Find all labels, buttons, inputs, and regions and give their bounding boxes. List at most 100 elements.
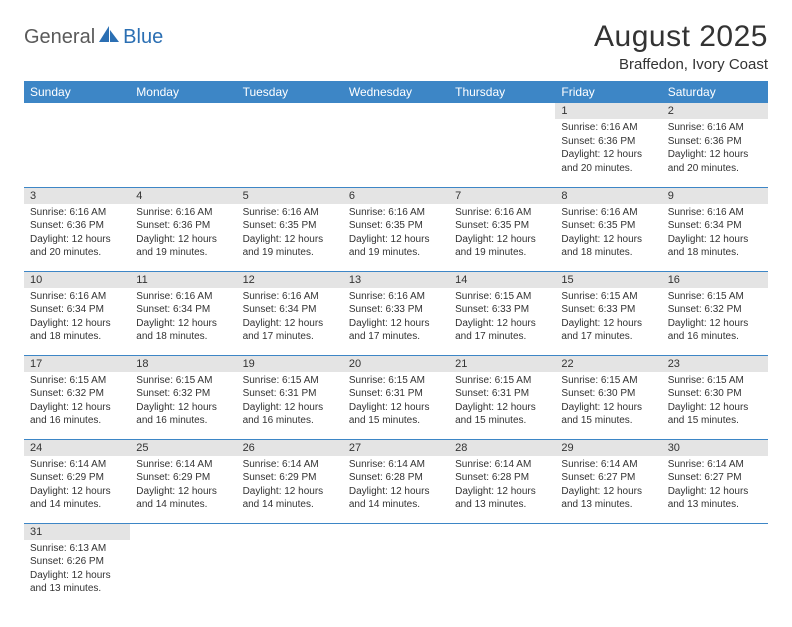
calendar-cell: 4Sunrise: 6:16 AMSunset: 6:36 PMDaylight…: [130, 187, 236, 271]
daylight-line: Daylight: 12 hours and 20 minutes.: [561, 148, 655, 175]
sunset-line: Sunset: 6:31 PM: [455, 387, 549, 401]
title-block: August 2025 Braffedon, Ivory Coast: [594, 20, 768, 73]
calendar-cell: 10Sunrise: 6:16 AMSunset: 6:34 PMDayligh…: [24, 271, 130, 355]
day-details: Sunrise: 6:14 AMSunset: 6:28 PMDaylight:…: [449, 456, 555, 516]
calendar-cell: [237, 103, 343, 187]
calendar-cell: 24Sunrise: 6:14 AMSunset: 6:29 PMDayligh…: [24, 439, 130, 523]
daylight-line: Daylight: 12 hours and 16 minutes.: [136, 401, 230, 428]
sunset-line: Sunset: 6:27 PM: [561, 471, 655, 485]
sunrise-line: Sunrise: 6:15 AM: [30, 374, 124, 388]
calendar-cell: 26Sunrise: 6:14 AMSunset: 6:29 PMDayligh…: [237, 439, 343, 523]
day-details: Sunrise: 6:15 AMSunset: 6:32 PMDaylight:…: [662, 288, 768, 348]
weekday-header: Tuesday: [237, 81, 343, 103]
calendar-cell: [449, 103, 555, 187]
calendar-cell: 5Sunrise: 6:16 AMSunset: 6:35 PMDaylight…: [237, 187, 343, 271]
day-number: 9: [662, 188, 768, 204]
day-number: 27: [343, 440, 449, 456]
daylight-line: Daylight: 12 hours and 14 minutes.: [349, 485, 443, 512]
day-details: Sunrise: 6:15 AMSunset: 6:31 PMDaylight:…: [449, 372, 555, 432]
sunrise-line: Sunrise: 6:16 AM: [349, 290, 443, 304]
day-details: Sunrise: 6:16 AMSunset: 6:35 PMDaylight:…: [343, 204, 449, 264]
sunset-line: Sunset: 6:29 PM: [136, 471, 230, 485]
day-details: Sunrise: 6:13 AMSunset: 6:26 PMDaylight:…: [24, 540, 130, 600]
day-number: 3: [24, 188, 130, 204]
sunrise-line: Sunrise: 6:15 AM: [349, 374, 443, 388]
calendar-cell: 3Sunrise: 6:16 AMSunset: 6:36 PMDaylight…: [24, 187, 130, 271]
day-details: Sunrise: 6:15 AMSunset: 6:30 PMDaylight:…: [662, 372, 768, 432]
sunrise-line: Sunrise: 6:15 AM: [243, 374, 337, 388]
day-number: 17: [24, 356, 130, 372]
sunrise-line: Sunrise: 6:16 AM: [30, 290, 124, 304]
sunrise-line: Sunrise: 6:15 AM: [455, 290, 549, 304]
day-details: Sunrise: 6:16 AMSunset: 6:34 PMDaylight:…: [662, 204, 768, 264]
day-number: 2: [662, 103, 768, 119]
calendar-cell: [343, 103, 449, 187]
calendar-cell: 13Sunrise: 6:16 AMSunset: 6:33 PMDayligh…: [343, 271, 449, 355]
sunset-line: Sunset: 6:35 PM: [561, 219, 655, 233]
daylight-line: Daylight: 12 hours and 14 minutes.: [243, 485, 337, 512]
calendar-cell: 11Sunrise: 6:16 AMSunset: 6:34 PMDayligh…: [130, 271, 236, 355]
sunrise-line: Sunrise: 6:16 AM: [561, 121, 655, 135]
calendar-cell: 16Sunrise: 6:15 AMSunset: 6:32 PMDayligh…: [662, 271, 768, 355]
sunrise-line: Sunrise: 6:14 AM: [243, 458, 337, 472]
day-details: Sunrise: 6:15 AMSunset: 6:33 PMDaylight:…: [449, 288, 555, 348]
calendar-cell: 19Sunrise: 6:15 AMSunset: 6:31 PMDayligh…: [237, 355, 343, 439]
calendar-cell: [662, 523, 768, 607]
day-number: 16: [662, 272, 768, 288]
sunrise-line: Sunrise: 6:16 AM: [243, 206, 337, 220]
sunset-line: Sunset: 6:33 PM: [561, 303, 655, 317]
calendar-week-row: 10Sunrise: 6:16 AMSunset: 6:34 PMDayligh…: [24, 271, 768, 355]
calendar-cell: 17Sunrise: 6:15 AMSunset: 6:32 PMDayligh…: [24, 355, 130, 439]
day-number: 12: [237, 272, 343, 288]
sunset-line: Sunset: 6:36 PM: [668, 135, 762, 149]
daylight-line: Daylight: 12 hours and 15 minutes.: [668, 401, 762, 428]
daylight-line: Daylight: 12 hours and 18 minutes.: [668, 233, 762, 260]
day-number: 11: [130, 272, 236, 288]
sunrise-line: Sunrise: 6:15 AM: [561, 290, 655, 304]
daylight-line: Daylight: 12 hours and 17 minutes.: [561, 317, 655, 344]
sunset-line: Sunset: 6:32 PM: [30, 387, 124, 401]
sunrise-line: Sunrise: 6:15 AM: [668, 374, 762, 388]
sunset-line: Sunset: 6:28 PM: [349, 471, 443, 485]
sunset-line: Sunset: 6:26 PM: [30, 555, 124, 569]
sunset-line: Sunset: 6:29 PM: [30, 471, 124, 485]
day-details: Sunrise: 6:14 AMSunset: 6:27 PMDaylight:…: [555, 456, 661, 516]
day-details: Sunrise: 6:16 AMSunset: 6:34 PMDaylight:…: [130, 288, 236, 348]
sunset-line: Sunset: 6:30 PM: [668, 387, 762, 401]
daylight-line: Daylight: 12 hours and 14 minutes.: [30, 485, 124, 512]
month-title: August 2025: [594, 20, 768, 54]
sunset-line: Sunset: 6:29 PM: [243, 471, 337, 485]
calendar-cell: 25Sunrise: 6:14 AMSunset: 6:29 PMDayligh…: [130, 439, 236, 523]
sunrise-line: Sunrise: 6:13 AM: [30, 542, 124, 556]
sunrise-line: Sunrise: 6:16 AM: [136, 206, 230, 220]
weekday-header: Sunday: [24, 81, 130, 103]
day-number: 10: [24, 272, 130, 288]
weekday-header-row: Sunday Monday Tuesday Wednesday Thursday…: [24, 81, 768, 103]
day-number: 14: [449, 272, 555, 288]
logo-text-blue: Blue: [123, 26, 163, 49]
calendar-cell: 9Sunrise: 6:16 AMSunset: 6:34 PMDaylight…: [662, 187, 768, 271]
calendar-cell: 27Sunrise: 6:14 AMSunset: 6:28 PMDayligh…: [343, 439, 449, 523]
day-details: Sunrise: 6:16 AMSunset: 6:34 PMDaylight:…: [24, 288, 130, 348]
sunset-line: Sunset: 6:35 PM: [455, 219, 549, 233]
sunrise-line: Sunrise: 6:15 AM: [561, 374, 655, 388]
daylight-line: Daylight: 12 hours and 13 minutes.: [30, 569, 124, 596]
day-details: Sunrise: 6:15 AMSunset: 6:30 PMDaylight:…: [555, 372, 661, 432]
daylight-line: Daylight: 12 hours and 19 minutes.: [349, 233, 443, 260]
sunset-line: Sunset: 6:30 PM: [561, 387, 655, 401]
calendar-cell: 20Sunrise: 6:15 AMSunset: 6:31 PMDayligh…: [343, 355, 449, 439]
day-details: Sunrise: 6:16 AMSunset: 6:36 PMDaylight:…: [662, 119, 768, 179]
day-details: Sunrise: 6:15 AMSunset: 6:31 PMDaylight:…: [343, 372, 449, 432]
day-number: 25: [130, 440, 236, 456]
sunrise-line: Sunrise: 6:16 AM: [349, 206, 443, 220]
daylight-line: Daylight: 12 hours and 19 minutes.: [243, 233, 337, 260]
sunset-line: Sunset: 6:31 PM: [349, 387, 443, 401]
sunrise-line: Sunrise: 6:14 AM: [668, 458, 762, 472]
location: Braffedon, Ivory Coast: [594, 56, 768, 73]
daylight-line: Daylight: 12 hours and 15 minutes.: [561, 401, 655, 428]
weekday-header: Monday: [130, 81, 236, 103]
sunrise-line: Sunrise: 6:16 AM: [136, 290, 230, 304]
daylight-line: Daylight: 12 hours and 18 minutes.: [136, 317, 230, 344]
sunrise-line: Sunrise: 6:15 AM: [668, 290, 762, 304]
day-number: 18: [130, 356, 236, 372]
